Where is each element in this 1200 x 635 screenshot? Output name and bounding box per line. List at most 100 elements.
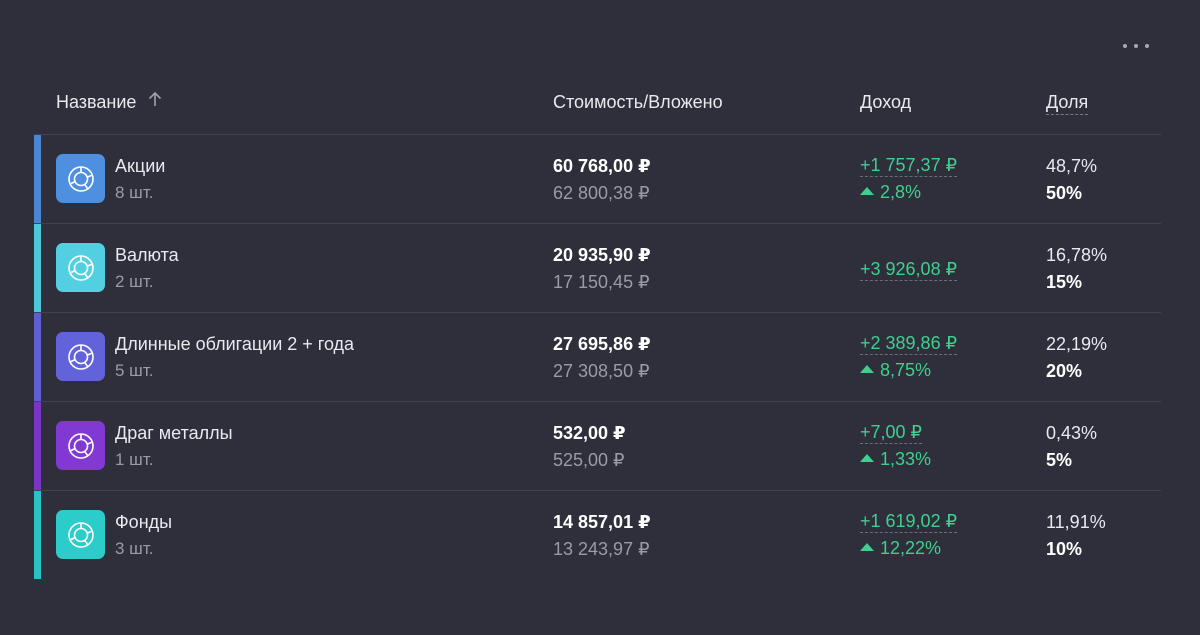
asset-count: 1 шт.: [115, 450, 154, 469]
asset-name-cell: Драг металлы 1 шт.: [115, 421, 233, 472]
more-options-button[interactable]: [1123, 36, 1149, 56]
column-header-name[interactable]: Название: [56, 90, 162, 115]
donut-chart-icon: [67, 432, 94, 459]
asset-invested: 27 308,50 ₽: [553, 361, 650, 381]
asset-share-cell: 48,7% 50%: [1046, 154, 1097, 205]
sort-arrow-up-icon[interactable]: [148, 89, 162, 113]
current-share: 11,91%: [1046, 512, 1106, 532]
column-header-income[interactable]: Доход: [860, 92, 912, 112]
income-percent-value: 8,75%: [880, 360, 932, 380]
income-percent-value: 2,8%: [880, 182, 922, 202]
more-dot-icon: [1134, 44, 1138, 48]
table-row[interactable]: Валюта 2 шт. 20 935,90 ₽ 17 150,45 ₽ +3 …: [34, 224, 1161, 313]
asset-value-cell: 20 935,90 ₽ 17 150,45 ₽: [553, 243, 651, 294]
asset-name: Драг металлы: [115, 423, 233, 443]
asset-count: 2 шт.: [115, 272, 154, 291]
asset-share-cell: 16,78% 15%: [1046, 243, 1107, 294]
asset-share-cell: 11,91% 10%: [1046, 510, 1106, 561]
asset-income-cell: +3 926,08 ₽: [860, 258, 958, 281]
column-header-share[interactable]: Доля: [1046, 90, 1089, 115]
target-share: 20%: [1046, 361, 1083, 381]
asset-value-cell: 14 857,01 ₽ 13 243,97 ₽: [553, 510, 651, 561]
income-percent: 12,22%: [860, 536, 957, 560]
current-share: 0,43%: [1046, 423, 1098, 443]
table-row[interactable]: Длинные облигации 2 + года 5 шт. 27 695,…: [34, 313, 1161, 402]
column-header-value[interactable]: Стоимость/Вложено: [553, 92, 723, 112]
asset-category-icon: [56, 243, 105, 292]
income-amount[interactable]: +1 619,02 ₽: [860, 511, 958, 533]
income-percent-value: 12,22%: [880, 538, 942, 558]
target-share: 15%: [1046, 272, 1083, 292]
income-amount[interactable]: +1 757,37 ₽: [860, 155, 958, 177]
asset-value: 27 695,86 ₽: [553, 334, 651, 354]
income-percent: 1,33%: [860, 447, 931, 471]
more-dot-icon: [1123, 44, 1127, 48]
income-percent: 2,8%: [860, 180, 957, 204]
asset-share-cell: 0,43% 5%: [1046, 421, 1097, 472]
asset-count: 8 шт.: [115, 183, 154, 202]
target-share: 10%: [1046, 539, 1083, 559]
category-color-stripe: [34, 402, 41, 490]
asset-name-cell: Длинные облигации 2 + года 5 шт.: [115, 332, 354, 383]
income-amount[interactable]: +7,00 ₽: [860, 422, 922, 444]
asset-count: 3 шт.: [115, 539, 154, 558]
asset-name-cell: Фонды 3 шт.: [115, 510, 172, 561]
asset-share-cell: 22,19% 20%: [1046, 332, 1107, 383]
table-header: Название Стоимость/Вложено Доход Доля: [34, 78, 1161, 135]
asset-name-cell: Акции 8 шт.: [115, 154, 165, 205]
asset-invested: 13 243,97 ₽: [553, 539, 650, 559]
asset-invested: 62 800,38 ₽: [553, 183, 650, 203]
portfolio-table: Название Стоимость/Вложено Доход Доля Ак…: [34, 78, 1161, 579]
asset-value: 20 935,90 ₽: [553, 245, 651, 265]
more-dot-icon: [1145, 44, 1149, 48]
table-row[interactable]: Драг металлы 1 шт. 532,00 ₽ 525,00 ₽ +7,…: [34, 402, 1161, 491]
asset-value: 60 768,00 ₽: [553, 156, 651, 176]
category-color-stripe: [34, 224, 41, 312]
category-color-stripe: [34, 135, 41, 223]
asset-count: 5 шт.: [115, 361, 154, 380]
asset-category-icon: [56, 510, 105, 559]
donut-chart-icon: [67, 165, 94, 192]
triangle-up-icon: [860, 543, 874, 551]
asset-value: 14 857,01 ₽: [553, 512, 651, 532]
triangle-up-icon: [860, 365, 874, 373]
asset-category-icon: [56, 332, 105, 381]
asset-value: 532,00 ₽: [553, 423, 626, 443]
income-amount[interactable]: +2 389,86 ₽: [860, 333, 958, 355]
asset-name-cell: Валюта 2 шт.: [115, 243, 179, 294]
table-row[interactable]: Фонды 3 шт. 14 857,01 ₽ 13 243,97 ₽ +1 6…: [34, 491, 1161, 579]
asset-income-cell: +1 619,02 ₽ 12,22%: [860, 510, 958, 560]
target-share: 5%: [1046, 450, 1073, 470]
income-percent: 8,75%: [860, 358, 957, 382]
category-color-stripe: [34, 313, 41, 401]
category-color-stripe: [34, 491, 41, 579]
asset-value-cell: 60 768,00 ₽ 62 800,38 ₽: [553, 154, 651, 205]
current-share: 48,7%: [1046, 156, 1098, 176]
asset-invested: 525,00 ₽: [553, 450, 625, 470]
asset-category-icon: [56, 421, 105, 470]
asset-category-icon: [56, 154, 105, 203]
asset-income-cell: +7,00 ₽ 1,33%: [860, 421, 931, 471]
table-body: Акции 8 шт. 60 768,00 ₽ 62 800,38 ₽ +1 7…: [34, 135, 1161, 579]
donut-chart-icon: [67, 254, 94, 281]
income-percent-value: 1,33%: [880, 449, 932, 469]
table-row[interactable]: Акции 8 шт. 60 768,00 ₽ 62 800,38 ₽ +1 7…: [34, 135, 1161, 224]
current-share: 22,19%: [1046, 334, 1108, 354]
target-share: 50%: [1046, 183, 1083, 203]
asset-name: Валюта: [115, 245, 179, 265]
asset-name: Длинные облигации 2 + года: [115, 334, 355, 354]
asset-invested: 17 150,45 ₽: [553, 272, 650, 292]
triangle-up-icon: [860, 187, 874, 195]
asset-value-cell: 532,00 ₽ 525,00 ₽: [553, 421, 626, 472]
donut-chart-icon: [67, 343, 94, 370]
income-amount[interactable]: +3 926,08 ₽: [860, 259, 958, 281]
asset-name: Фонды: [115, 512, 173, 532]
current-share: 16,78%: [1046, 245, 1108, 265]
asset-value-cell: 27 695,86 ₽ 27 308,50 ₽: [553, 332, 651, 383]
asset-income-cell: +2 389,86 ₽ 8,75%: [860, 332, 958, 382]
donut-chart-icon: [67, 521, 94, 548]
asset-name: Акции: [115, 156, 166, 176]
column-header-name-label: Название: [56, 92, 137, 112]
triangle-up-icon: [860, 454, 874, 462]
asset-income-cell: +1 757,37 ₽ 2,8%: [860, 154, 958, 204]
